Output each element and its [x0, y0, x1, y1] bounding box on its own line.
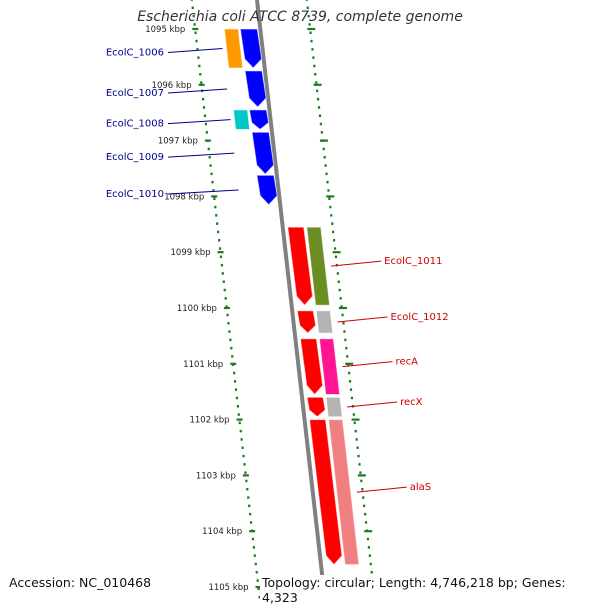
feature-EcolC_1011 — [287, 226, 314, 306]
feature-leader-line — [342, 361, 393, 368]
feature-label-EcolC_1012: EcolC_1012 — [390, 312, 448, 323]
feature-label-recA: recA — [396, 357, 419, 368]
feature-leader-line — [167, 152, 235, 158]
feature-label-EcolC_1009: EcolC_1009 — [106, 152, 164, 163]
feature-companion-2 — [315, 310, 334, 334]
feature-companion-5 — [327, 419, 360, 566]
feature-EcolC_1007 — [244, 70, 267, 108]
tick-label-1: 1095 kbp — [145, 25, 185, 35]
feature-labels: EcolC_1006 EcolC_1007 EcolC_1008 EcolC_1009… — [106, 48, 449, 494]
feature-label-EcolC_1010: EcolC_1010 — [106, 189, 164, 200]
feature-leader-line — [356, 486, 407, 493]
feature-label-EcolC_1008: EcolC_1008 — [106, 119, 164, 130]
feature-label-EcolC_1007: EcolC_1007 — [106, 88, 164, 99]
tick-label-8: 1102 kbp — [189, 416, 229, 426]
feature-recA — [299, 338, 324, 396]
tick-label-4: 1098 kbp — [164, 192, 204, 202]
feature-leader-line — [347, 401, 398, 408]
forward-strand-features — [223, 28, 278, 206]
feature-EcolC_1008 — [248, 109, 270, 131]
feature-label-EcolC_1011: EcolC_1011 — [384, 256, 442, 267]
tick-label-6: 1100 kbp — [177, 304, 217, 314]
feature-label-recX: recX — [400, 397, 423, 408]
feature-companion-1 — [223, 28, 244, 69]
accession-text: Accession: NC_010468 — [7, 575, 154, 590]
genome-summary-text: Topology: circular; Length: 4,746,218 bp… — [260, 575, 600, 605]
genome-title: Escherichia coli ATCC 8739, complete gen… — [137, 9, 463, 25]
feature-leader-line — [167, 48, 223, 54]
reverse-strand-features — [287, 226, 360, 566]
feature-leader-line — [167, 119, 231, 125]
feature-label-alaS: alaS — [410, 482, 431, 493]
feature-companion-3 — [232, 109, 251, 130]
tick-label-3: 1097 kbp — [158, 137, 198, 147]
feature-companion-4 — [325, 396, 343, 418]
genome-backbone — [255, 0, 327, 601]
feature-recX — [306, 396, 326, 418]
feature-alaS — [308, 419, 343, 566]
feature-companion-1 — [306, 226, 331, 306]
ruler-ticks-outer — [305, 0, 379, 605]
tick-label-9: 1103 kbp — [196, 471, 236, 481]
feature-companion-3 — [318, 338, 341, 395]
feature-leader-line — [337, 316, 388, 323]
tick-label-7: 1101 kbp — [183, 360, 223, 370]
tick-label-11: 1105 kbp — [208, 583, 248, 593]
tick-label-2: 1096 kbp — [152, 81, 192, 91]
tick-label-5: 1099 kbp — [171, 248, 211, 258]
feature-leader-line — [331, 260, 382, 267]
feature-EcolC_1010 — [256, 174, 278, 206]
tick-label-10: 1104 kbp — [202, 527, 242, 537]
feature-label-EcolC_1006: EcolC_1006 — [106, 48, 164, 59]
feature-leader-line — [167, 189, 239, 195]
ruler-tick-labels: 1095 kbp 1096 kbp 1097 kbp 1098 kbp 1099 kbp… — [145, 25, 248, 593]
feature-EcolC_1009 — [251, 131, 275, 175]
feature-leader-line — [167, 88, 228, 94]
feature-EcolC_1006 — [239, 28, 263, 69]
feature-EcolC_1012 — [296, 310, 317, 334]
